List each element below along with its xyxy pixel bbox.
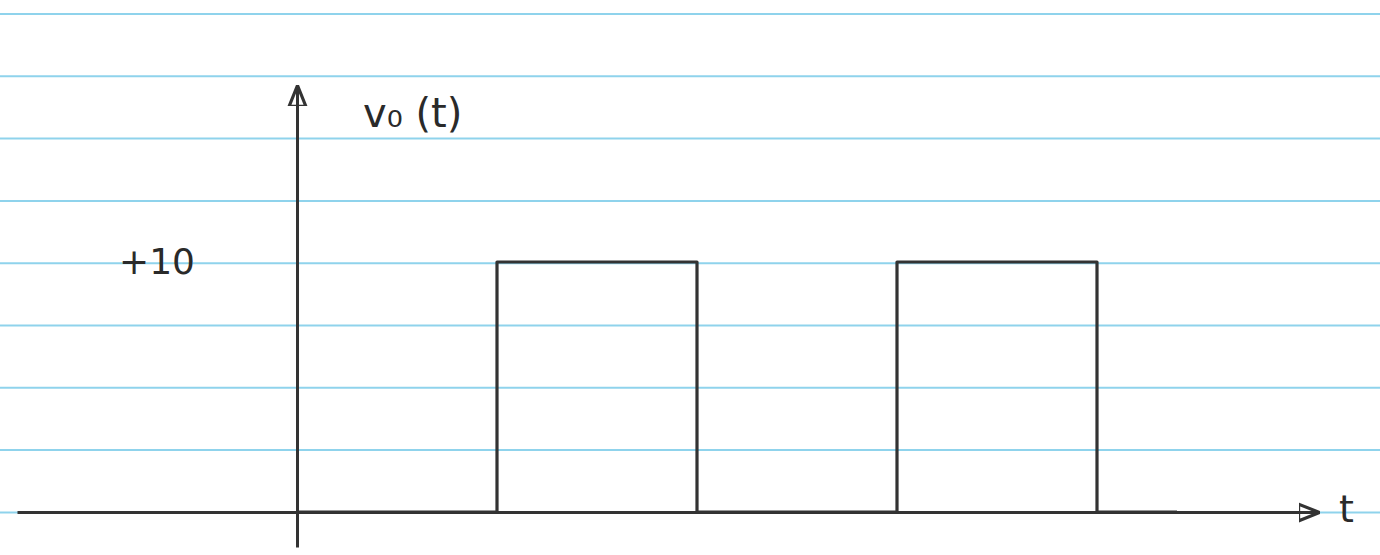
paper-lines <box>0 14 1380 512</box>
paper-line <box>0 200 1380 202</box>
y-axis: +10 <box>119 88 297 548</box>
y-axis-title: v₀ (t) <box>363 90 462 136</box>
x-axis-title: t <box>1339 487 1354 531</box>
y-axis-line <box>296 88 299 548</box>
waveform <box>297 262 1177 512</box>
paper-line <box>0 75 1380 77</box>
paper-line <box>0 13 1380 15</box>
plot-area <box>297 262 1177 512</box>
paper-line <box>0 325 1380 327</box>
paper-line <box>0 449 1380 451</box>
paper-line <box>0 387 1380 389</box>
y-tick-label: +10 <box>119 241 195 282</box>
y-tick: +10 <box>119 241 297 282</box>
chart: +10 v₀ (t) t <box>0 0 1380 555</box>
paper-line <box>0 138 1380 140</box>
